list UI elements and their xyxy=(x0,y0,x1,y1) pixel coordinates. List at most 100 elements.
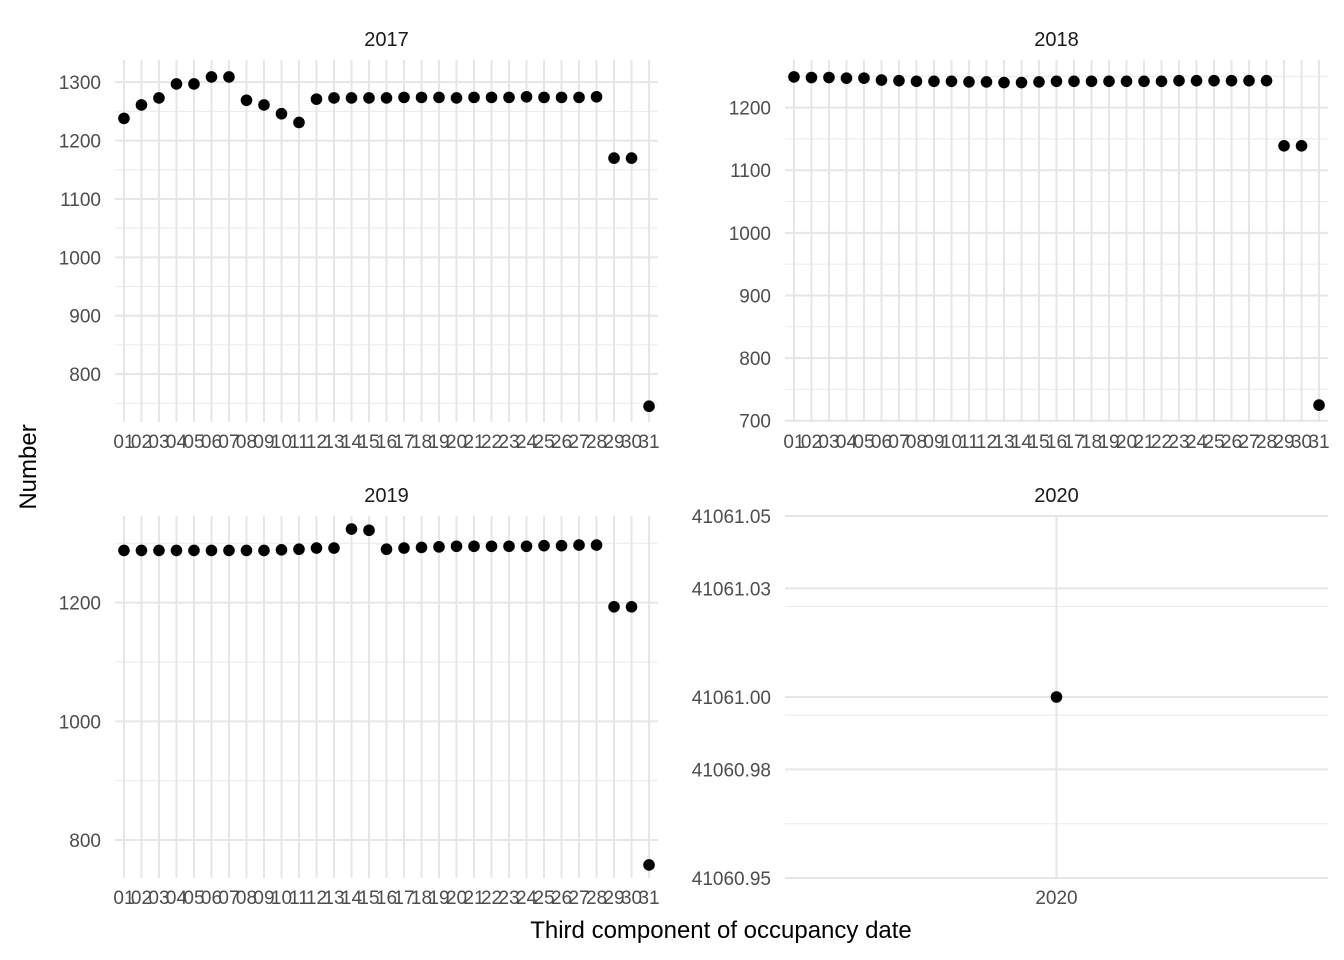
x-tick-label: 03 xyxy=(148,888,169,909)
y-tick-label: 1000 xyxy=(729,224,771,245)
panel-title: 2018 xyxy=(1034,29,1079,51)
data-point xyxy=(433,541,445,553)
x-tick-label: 16 xyxy=(376,432,397,453)
x-tick-label: 25 xyxy=(533,432,554,453)
data-points xyxy=(788,71,1325,411)
x-tick-label: 14 xyxy=(1011,432,1033,453)
x-tick-label: 08 xyxy=(236,888,257,909)
x-tick-label: 11 xyxy=(289,432,309,453)
data-point xyxy=(1243,74,1255,87)
x-tick-label: 12 xyxy=(976,432,997,453)
data-point xyxy=(328,92,340,104)
facet-panels: 2017800900100011001200130001020304050607… xyxy=(59,29,1330,909)
x-tick-label: 31 xyxy=(1308,432,1329,453)
x-tick-label: 30 xyxy=(621,888,642,909)
x-tick-label: 31 xyxy=(638,432,659,453)
x-tick-label: 04 xyxy=(836,432,858,453)
data-point xyxy=(520,540,533,553)
x-tick-label: 09 xyxy=(923,432,944,453)
x-tick-label: 28 xyxy=(586,432,607,453)
data-point xyxy=(910,75,923,88)
data-point xyxy=(503,540,515,553)
x-tick-label: 08 xyxy=(906,432,927,453)
data-point xyxy=(345,92,358,104)
x-tick-label: 06 xyxy=(201,432,222,453)
x-tick-label: 09 xyxy=(253,888,274,909)
x-tick-label: 30 xyxy=(1291,432,1312,453)
data-point xyxy=(205,71,218,83)
data-point xyxy=(1033,76,1045,88)
x-tick-label: 02 xyxy=(131,888,152,909)
data-point xyxy=(310,93,323,105)
data-point xyxy=(893,74,905,87)
panel-2019: 2019800100012000102030405060708091011121… xyxy=(59,485,660,909)
data-point xyxy=(310,542,323,554)
x-tick-label: 18 xyxy=(411,888,432,909)
data-point xyxy=(963,76,975,88)
x-tick-label: 04 xyxy=(166,432,188,453)
x-tick-label: 08 xyxy=(236,432,257,453)
data-point xyxy=(573,91,585,104)
data-point xyxy=(805,71,818,84)
x-tick-label: 16 xyxy=(1046,432,1067,453)
panel-title: 2020 xyxy=(1034,485,1079,507)
y-tick-label: 900 xyxy=(739,286,771,307)
data-point xyxy=(468,540,480,553)
x-tick-label: 28 xyxy=(586,888,607,909)
data-point xyxy=(363,92,375,104)
data-point xyxy=(945,75,958,88)
x-tick-label: 17 xyxy=(393,888,414,909)
x-tick-label: 10 xyxy=(271,888,292,909)
x-tick-label: 02 xyxy=(131,432,152,453)
data-point xyxy=(858,72,870,84)
panel-2018: 2018700800900100011001200010203040506070… xyxy=(729,29,1330,453)
y-tick-label: 1100 xyxy=(730,161,771,182)
data-point xyxy=(450,540,463,553)
x-tick-label: 26 xyxy=(1221,432,1242,453)
data-point xyxy=(363,524,375,537)
data-point xyxy=(433,91,445,104)
x-tick-label: 06 xyxy=(201,888,222,909)
data-point xyxy=(485,91,498,104)
x-tick-label: 05 xyxy=(853,432,874,453)
x-tick-label: 17 xyxy=(1063,432,1084,453)
x-tick-label: 16 xyxy=(376,888,397,909)
x-tick-label: 27 xyxy=(1238,432,1259,453)
data-point xyxy=(1278,140,1290,152)
x-tick-label: 25 xyxy=(1203,432,1224,453)
data-points xyxy=(118,523,655,871)
x-tick-label: 10 xyxy=(271,432,292,453)
y-tick-label: 800 xyxy=(69,831,101,852)
data-point xyxy=(398,542,410,554)
data-point xyxy=(1050,75,1063,88)
data-point xyxy=(643,859,655,871)
data-point xyxy=(1313,399,1325,411)
x-tick-label: 07 xyxy=(218,888,239,909)
data-point xyxy=(573,539,585,551)
y-tick-label: 800 xyxy=(69,365,101,386)
data-point xyxy=(258,544,270,557)
x-tick-label: 13 xyxy=(993,432,1014,453)
gridlines xyxy=(785,515,1328,879)
x-tick-label: 21 xyxy=(463,432,484,453)
data-point xyxy=(555,539,568,552)
x-tick-label: 18 xyxy=(411,432,432,453)
x-tick-label: 15 xyxy=(1028,432,1049,453)
x-tick-label: 11 xyxy=(959,432,979,453)
x-tick-label: 11 xyxy=(289,888,309,909)
data-point xyxy=(1173,74,1185,87)
x-tick-label: 21 xyxy=(1133,432,1154,453)
y-tick-label: 1300 xyxy=(59,73,101,94)
panel-title: 2019 xyxy=(364,485,409,507)
data-point xyxy=(1050,691,1063,703)
data-point xyxy=(538,91,550,104)
data-point xyxy=(928,75,940,88)
x-tick-label: 23 xyxy=(498,888,519,909)
data-point xyxy=(980,76,993,88)
data-point xyxy=(625,152,638,164)
y-tick-label: 1200 xyxy=(59,594,101,615)
x-tick-label: 17 xyxy=(393,432,414,453)
panel-2017: 2017800900100011001200130001020304050607… xyxy=(59,29,660,453)
data-points xyxy=(1050,691,1063,703)
x-tick-label: 22 xyxy=(481,432,502,453)
